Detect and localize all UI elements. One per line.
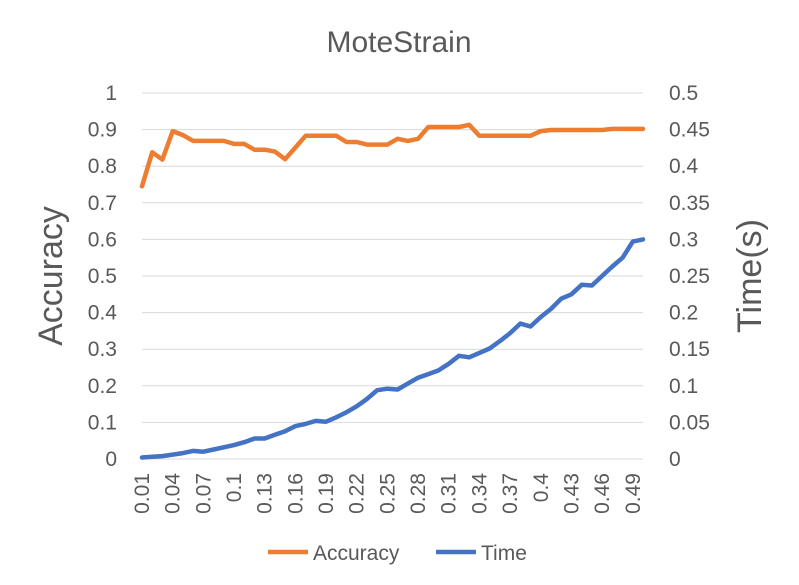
y-tick-label: 0.8 <box>88 155 117 178</box>
x-tick-label: 0.16 <box>284 473 307 514</box>
series-line-accuracy <box>139 122 646 189</box>
legend-accuracy-label: Accuracy <box>313 542 400 565</box>
right-axis-ticks: 0 0.05 0.1 0.15 0.2 0.25 0.3 0.35 0.4 0.45 0.5 <box>669 82 710 471</box>
x-tick-label: 0.31 <box>438 473 461 514</box>
y-tick-label: 0.9 <box>88 119 117 142</box>
y2-tick-label: 0.3 <box>669 228 698 251</box>
x-tick-label: 0.37 <box>499 473 522 514</box>
x-tick-label: 0.34 <box>468 473 491 514</box>
left-axis-ticks: 0 0.1 0.2 0.3 0.4 0.5 0.6 0.7 0.8 0.9 1 <box>88 82 118 471</box>
y2-axis-title: Time(s) <box>731 219 769 333</box>
x-tick-label: 0.01 <box>131 473 154 514</box>
legend-time-label: Time <box>481 542 527 565</box>
series-lines <box>139 122 646 460</box>
y2-tick-label: 0.15 <box>669 338 710 361</box>
y2-tick-label: 0.05 <box>669 411 710 434</box>
y2-tick-label: 0.45 <box>669 119 710 142</box>
y-tick-label: 0.1 <box>88 411 117 434</box>
y2-tick-label: 0.1 <box>669 375 698 398</box>
x-tick-label: 0.49 <box>622 473 645 514</box>
y-tick-label: 0.6 <box>88 228 117 251</box>
y2-tick-label: 0.35 <box>669 192 710 215</box>
x-tick-label: 0.04 <box>162 473 185 514</box>
x-tick-label: 0.22 <box>346 473 369 514</box>
y2-tick-label: 0 <box>669 448 681 471</box>
y-tick-label: 0.4 <box>88 302 118 325</box>
gridlines <box>142 92 643 423</box>
x-tick-label: 0.25 <box>376 473 399 514</box>
x-tick-label: 0.46 <box>591 473 614 514</box>
x-tick-label: 0.43 <box>560 473 583 514</box>
y-axis-title: Accuracy <box>32 206 70 346</box>
x-tick-label: 0.4 <box>530 473 553 503</box>
y-tick-label: 0.3 <box>88 338 117 361</box>
y2-tick-label: 0.25 <box>669 265 710 288</box>
series-line-time <box>139 237 646 460</box>
chart-title: MoteStrain <box>326 26 471 59</box>
x-tick-label: 0.1 <box>223 473 246 502</box>
x-tick-label: 0.28 <box>407 473 430 514</box>
x-axis-ticks: 0.01 0.04 0.07 0.1 0.13 0.16 0.19 0.22 0.25 0.28 0… <box>131 473 645 514</box>
y2-tick-label: 0.5 <box>669 82 698 105</box>
y-tick-label: 1 <box>105 82 117 105</box>
y-tick-label: 0 <box>105 448 117 471</box>
x-tick-label: 0.07 <box>192 473 215 514</box>
legend: Accuracy Time <box>268 542 527 565</box>
x-tick-label: 0.19 <box>315 473 338 514</box>
y-tick-label: 0.7 <box>88 192 117 215</box>
y2-tick-label: 0.4 <box>669 155 699 178</box>
y-tick-label: 0.2 <box>88 375 117 398</box>
y-tick-label: 0.5 <box>88 265 117 288</box>
x-tick-label: 0.13 <box>254 473 277 514</box>
y2-tick-label: 0.2 <box>669 302 698 325</box>
